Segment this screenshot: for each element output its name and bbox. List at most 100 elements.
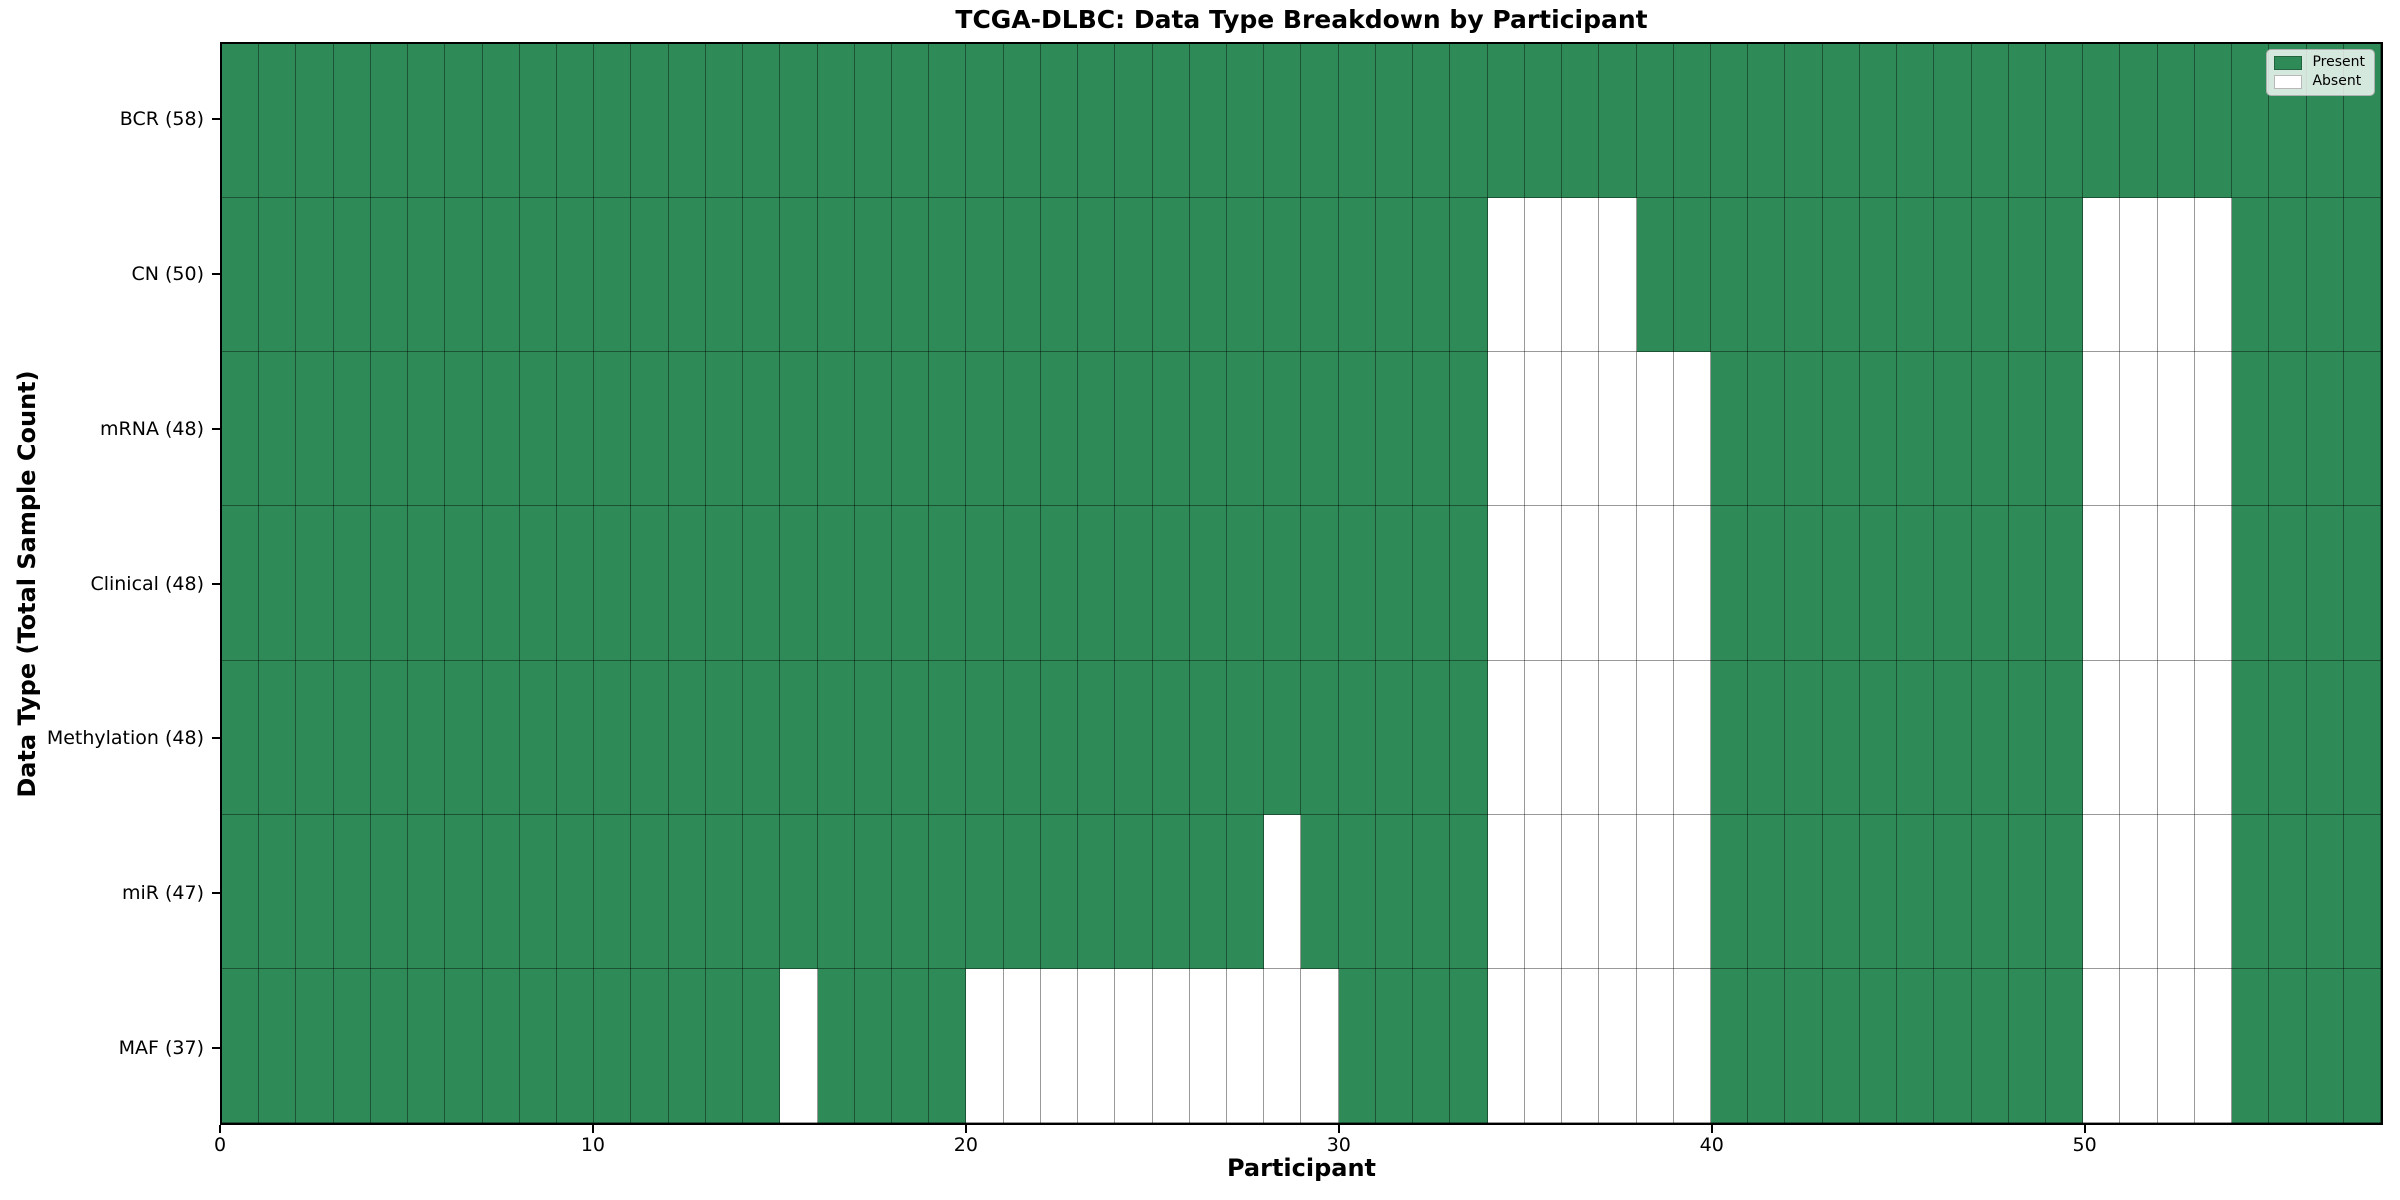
heatmap-cell [259,198,297,353]
heatmap-cell [1710,198,1749,353]
heatmap-cell [1524,968,1563,1123]
heatmap-cell [854,814,893,969]
heatmap-cell [1264,660,1302,815]
heatmap-cell [2343,814,2381,969]
heatmap-cell [743,352,781,507]
heatmap-cell [333,660,371,815]
heatmap-cell [1524,44,1563,199]
heatmap-cell [519,44,558,199]
heatmap-cell [1487,506,1525,661]
heatmap-cell [557,660,595,815]
heatmap-cell [2120,352,2158,507]
heatmap-cell [594,660,632,815]
heatmap-cell [1375,814,1414,969]
heatmap-cell [1562,814,1600,969]
heatmap-cell [408,814,446,969]
heatmap-cell [557,352,595,507]
heatmap-cell [1636,968,1674,1123]
heatmap-cell [1115,814,1153,969]
heatmap-cell [929,968,967,1123]
legend-row: Present [2274,54,2365,70]
heatmap-cell [2083,44,2121,199]
heatmap-cell [854,198,893,353]
heatmap-cell [705,506,744,661]
heatmap-cell [408,660,446,815]
heatmap-cell [1375,198,1414,353]
heatmap-cell [296,352,334,507]
heatmap-cell [1599,44,1637,199]
heatmap-cell [1859,198,1898,353]
heatmap-cell [1338,44,1376,199]
heatmap-cell [482,44,520,199]
heatmap-cell [2306,352,2344,507]
heatmap-cell [2008,660,2046,815]
heatmap-cell [780,660,818,815]
heatmap-cell [1115,660,1153,815]
heatmap-cell [296,506,334,661]
heatmap-cell [1003,506,1041,661]
heatmap-cell [1152,814,1190,969]
heatmap-cell [259,968,297,1123]
heatmap-cell [1822,198,1860,353]
heatmap-cell [1748,506,1786,661]
heatmap-cell [1375,660,1414,815]
heatmap-cell [1450,968,1488,1123]
heatmap-cell [1599,660,1637,815]
heatmap-cell [2157,352,2195,507]
heatmap-cell [445,660,483,815]
heatmap-cell [1487,44,1525,199]
heatmap-cell [408,44,446,199]
heatmap-cell [482,660,520,815]
heatmap-cell [482,198,520,353]
heatmap-cell [1264,814,1302,969]
heatmap-cell [2194,352,2233,507]
heatmap-cell [1375,352,1414,507]
heatmap-cell [1301,660,1339,815]
heatmap-cell [1822,352,1860,507]
heatmap-cell [1599,968,1637,1123]
heatmap-cell [1599,352,1637,507]
heatmap-cell [966,352,1004,507]
heatmap-cell [1562,506,1600,661]
heatmap-cell [2269,352,2307,507]
heatmap-cell [1524,352,1563,507]
heatmap-cell [780,506,818,661]
heatmap-cell [854,44,893,199]
heatmap-cell [1673,814,1711,969]
heatmap-cell [2008,352,2046,507]
heatmap-cell [1785,968,1823,1123]
heatmap-cell [966,660,1004,815]
heatmap-cell [1785,198,1823,353]
heatmap-cell [780,44,818,199]
heatmap-cell [482,506,520,661]
x-tick-mark [1337,1125,1340,1133]
heatmap-cell [296,44,334,199]
heatmap-cell [1227,352,1265,507]
heatmap-cell [1971,198,2009,353]
heatmap-cell [2008,814,2046,969]
heatmap-cell [1710,660,1749,815]
heatmap-cell [1859,44,1898,199]
heatmap-cell [370,506,409,661]
heatmap-cell [631,660,669,815]
heatmap-cell [1859,814,1898,969]
heatmap-cell [966,506,1004,661]
heatmap-cell [668,352,706,507]
heatmap-cell [259,660,297,815]
heatmap-cell [631,968,669,1123]
heatmap-cell [2120,198,2158,353]
heatmap-cell [1301,814,1339,969]
heatmap-cell [1078,814,1116,969]
heatmap-cell [1189,814,1228,969]
heatmap-cell [743,660,781,815]
heatmap-cell [1450,660,1488,815]
heatmap-cell [1003,198,1041,353]
heatmap-cell [929,814,967,969]
heatmap-cell [1338,506,1376,661]
y-tick-label: Methylation (48) [46,727,204,750]
y-tick-label: Clinical (48) [90,572,204,595]
heatmap-cell [817,44,855,199]
heatmap-cell [482,352,520,507]
heatmap-cell [2232,198,2270,353]
heatmap-cell [1189,44,1228,199]
